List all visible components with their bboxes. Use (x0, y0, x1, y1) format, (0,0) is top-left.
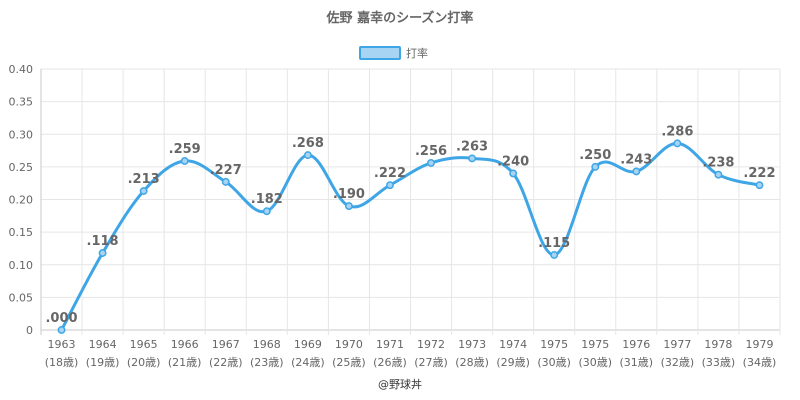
x-tick-sublabel: (28歳) (455, 356, 489, 369)
data-point (468, 154, 477, 163)
data-label: .222 (374, 166, 406, 181)
x-tick-sublabel: (29歳) (496, 356, 530, 369)
x-tick-label: 1966 (171, 338, 199, 351)
x-tick-label: 1965 (130, 338, 158, 351)
x-tick-label: 1970 (335, 338, 363, 351)
y-tick-label: 0.40 (9, 63, 34, 76)
x-tick-label: 1974 (499, 338, 527, 351)
data-label: .000 (45, 311, 77, 326)
x-tick-sublabel: (32歳) (661, 356, 695, 369)
x-tick-label: 1977 (663, 338, 691, 351)
y-tick-label: 0.10 (9, 259, 34, 272)
x-tick-label: 1969 (294, 338, 322, 351)
y-tick-label: 0 (26, 324, 33, 337)
y-tick-label: 0.25 (9, 161, 34, 174)
data-point (98, 249, 107, 257)
data-labels: .000 .118 .213 .259 .227 .182 .268 .190 .222 .256… (45, 124, 775, 326)
data-point (139, 187, 148, 195)
data-point (673, 139, 682, 148)
x-tick-label: 1972 (417, 338, 445, 351)
data-point (714, 170, 723, 179)
x-tick-sublabel: (18歳) (45, 356, 79, 369)
y-tick-label: 0.05 (9, 291, 34, 304)
y-tick-label: 0.30 (9, 128, 34, 141)
data-label: .268 (292, 136, 324, 151)
y-tick-label: 0.35 (9, 96, 34, 109)
x-tick-sublabel: (34歳) (743, 356, 777, 369)
data-point (427, 159, 435, 167)
x-tick-sublabel: (30歳) (578, 356, 612, 369)
data-point (221, 177, 230, 186)
x-tick-label: 1971 (376, 338, 404, 351)
chart-credit: @野球丼 (378, 377, 422, 391)
x-tick-sublabel: (19歳) (86, 356, 120, 369)
data-label: .286 (661, 124, 693, 139)
x-tick-sublabel: (20歳) (127, 356, 161, 369)
data-points (57, 139, 764, 334)
data-label: .243 (620, 152, 652, 167)
data-point (755, 181, 764, 190)
x-tick-label: 1978 (704, 338, 732, 351)
data-label: .259 (169, 142, 201, 157)
x-tick-sublabel: (21歳) (168, 356, 202, 369)
y-tick-label: 0.15 (9, 226, 34, 239)
x-axis: 1963 (18歳) 1964 (19歳) 1965 (20歳) 1966 (21歳) 1967… (45, 338, 777, 369)
x-tick-sublabel: (26歳) (373, 356, 407, 369)
data-label: .238 (702, 156, 734, 171)
legend-label: 打率 (406, 46, 428, 60)
data-label: .250 (579, 148, 611, 163)
data-label: .190 (333, 187, 365, 202)
y-tick-label: 0.20 (9, 194, 34, 207)
x-tick-sublabel: (24歳) (291, 356, 325, 369)
x-tick-label: 1967 (212, 338, 240, 351)
x-tick-sublabel: (25歳) (332, 356, 366, 369)
x-tick-sublabel: (33歳) (702, 356, 736, 369)
data-label: .115 (538, 236, 570, 251)
legend-swatch (359, 46, 401, 60)
legend[interactable]: 打率 (359, 46, 428, 60)
x-tick-label: 1963 (48, 338, 76, 351)
data-point (303, 151, 312, 160)
data-label: .182 (251, 192, 283, 207)
x-tick-label: 1975 (581, 338, 609, 351)
chart-title: 佐野 嘉幸のシーズン打率 (326, 10, 474, 26)
x-tick-label: 1975 (540, 338, 568, 351)
data-label: .227 (210, 163, 242, 178)
x-tick-label: 1964 (89, 338, 117, 351)
x-tick-sublabel: (23歳) (250, 356, 284, 369)
x-tick-label: 1968 (253, 338, 281, 351)
x-tick-label: 1976 (622, 338, 650, 351)
data-label: .263 (456, 139, 488, 154)
data-point (509, 169, 518, 178)
x-tick-sublabel: (22歳) (209, 356, 243, 369)
x-tick-label: 1973 (458, 338, 486, 351)
x-tick-sublabel: (27歳) (414, 356, 448, 369)
data-point (344, 202, 353, 210)
y-axis: 0 0.05 0.10 0.15 0.20 0.25 0.30 0.35 0.40 (9, 63, 34, 337)
grid-layer (40, 68, 781, 335)
data-point (550, 251, 559, 259)
data-label: .240 (497, 154, 529, 169)
x-tick-sublabel: (31歳) (620, 356, 654, 369)
data-point (180, 157, 189, 165)
data-point (591, 162, 600, 171)
data-label: .118 (87, 234, 119, 249)
data-point (57, 326, 66, 334)
x-tick-sublabel: (30歳) (537, 356, 571, 369)
data-label: .256 (415, 144, 447, 159)
data-point (632, 167, 641, 176)
x-tick-label: 1979 (745, 338, 773, 351)
data-point (386, 181, 394, 190)
data-label: .222 (743, 166, 775, 181)
data-point (262, 207, 271, 216)
data-label: .213 (128, 172, 160, 187)
